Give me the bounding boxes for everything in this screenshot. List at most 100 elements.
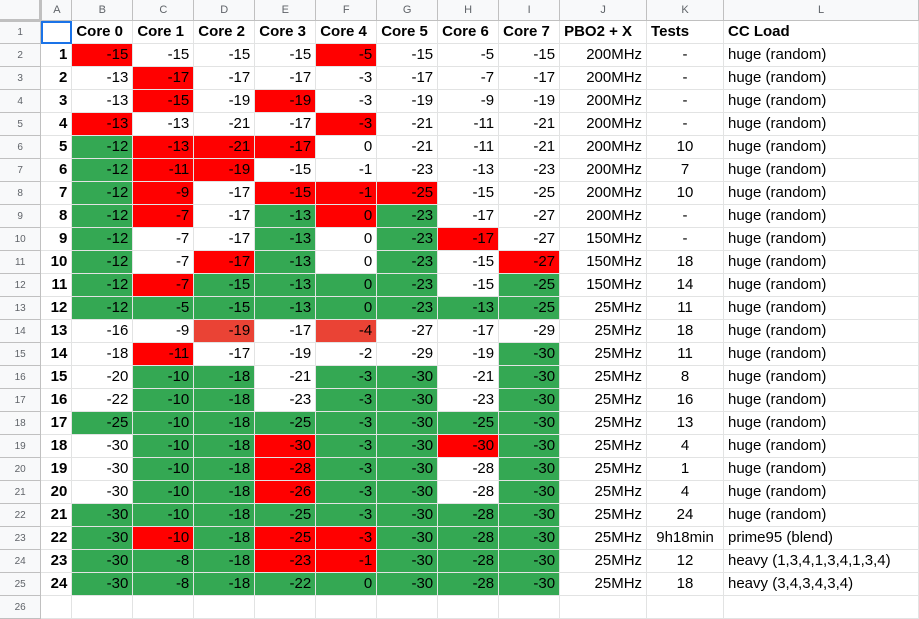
data-cell[interactable]: 6 [40, 158, 73, 182]
data-cell[interactable]: huge (random) [723, 503, 919, 527]
data-cell[interactable]: -3 [315, 503, 378, 527]
data-cell[interactable]: 200MHz [559, 135, 648, 159]
data-cell[interactable]: -11 [437, 112, 500, 136]
row-header[interactable]: 12 [0, 273, 42, 297]
data-cell[interactable]: huge (random) [723, 66, 919, 90]
data-cell[interactable]: -30 [376, 457, 439, 481]
data-cell[interactable]: 24 [40, 572, 73, 596]
data-cell[interactable]: -13 [71, 89, 134, 113]
data-cell[interactable]: -25 [254, 503, 317, 527]
data-cell[interactable]: -18 [193, 457, 256, 481]
data-cell[interactable]: -3 [315, 365, 378, 389]
data-cell[interactable]: -15 [376, 43, 439, 67]
data-cell[interactable]: -8 [132, 549, 195, 573]
data-cell[interactable]: 10 [646, 135, 724, 159]
data-cell[interactable]: -22 [71, 388, 134, 412]
data-cell[interactable]: 19 [40, 457, 73, 481]
data-cell[interactable]: 200MHz [559, 181, 648, 205]
data-cell[interactable]: -15 [437, 250, 500, 274]
data-cell[interactable]: -18 [193, 411, 256, 435]
data-cell[interactable]: -12 [71, 250, 134, 274]
data-cell[interactable]: -30 [376, 549, 439, 573]
data-cell[interactable]: 0 [315, 250, 378, 274]
data-cell[interactable] [498, 595, 561, 619]
data-cell[interactable]: -28 [437, 457, 500, 481]
data-cell[interactable]: -7 [132, 250, 195, 274]
data-cell[interactable]: 25MHz [559, 319, 648, 343]
row-header[interactable]: 13 [0, 296, 42, 320]
data-cell[interactable]: -29 [498, 319, 561, 343]
row-header[interactable]: 23 [0, 526, 42, 550]
data-cell[interactable]: -27 [498, 250, 561, 274]
data-cell[interactable]: -12 [71, 227, 134, 251]
data-cell[interactable]: -23 [376, 273, 439, 297]
data-cell[interactable]: huge (random) [723, 43, 919, 67]
data-cell[interactable]: - [646, 112, 724, 136]
data-cell[interactable]: 200MHz [559, 112, 648, 136]
data-cell[interactable]: - [646, 204, 724, 228]
data-cell[interactable]: -23 [376, 227, 439, 251]
data-cell[interactable]: -15 [437, 181, 500, 205]
data-cell[interactable]: -25 [71, 411, 134, 435]
data-cell[interactable]: -30 [437, 434, 500, 458]
data-cell[interactable]: 11 [646, 342, 724, 366]
data-cell[interactable]: -30 [498, 434, 561, 458]
data-cell[interactable]: -19 [193, 319, 256, 343]
data-cell[interactable]: 8 [40, 204, 73, 228]
data-cell[interactable]: 25MHz [559, 434, 648, 458]
data-cell[interactable]: -10 [132, 480, 195, 504]
row-header[interactable]: 1 [0, 20, 42, 44]
data-cell[interactable]: huge (random) [723, 112, 919, 136]
data-cell[interactable]: 150MHz [559, 250, 648, 274]
data-cell[interactable]: -19 [193, 158, 256, 182]
data-cell[interactable]: 4 [646, 480, 724, 504]
data-cell[interactable]: 24 [646, 503, 724, 527]
data-cell[interactable]: -15 [193, 273, 256, 297]
data-cell[interactable]: 11 [40, 273, 73, 297]
row-header[interactable]: 20 [0, 457, 42, 481]
data-cell[interactable]: -30 [498, 572, 561, 596]
data-cell[interactable]: 200MHz [559, 66, 648, 90]
row-header[interactable]: 11 [0, 250, 42, 274]
row-header[interactable]: 3 [0, 66, 42, 90]
column-header-e[interactable]: E [254, 0, 317, 21]
data-cell[interactable]: -27 [376, 319, 439, 343]
data-cell[interactable]: 14 [646, 273, 724, 297]
data-cell[interactable]: -25 [254, 411, 317, 435]
data-cell[interactable]: 25MHz [559, 411, 648, 435]
data-cell[interactable]: -15 [193, 296, 256, 320]
data-cell[interactable]: -30 [71, 549, 134, 573]
row-header[interactable]: 18 [0, 411, 42, 435]
data-cell[interactable]: huge (random) [723, 181, 919, 205]
data-cell[interactable]: -30 [498, 503, 561, 527]
data-cell[interactable] [71, 595, 134, 619]
row-header[interactable]: 5 [0, 112, 42, 136]
data-cell[interactable]: -7 [132, 204, 195, 228]
data-cell[interactable]: - [646, 227, 724, 251]
data-cell[interactable]: -21 [498, 135, 561, 159]
data-cell[interactable]: -22 [254, 572, 317, 596]
data-cell[interactable]: 0 [315, 572, 378, 596]
data-cell[interactable]: heavy (3,4,3,4,3,4) [723, 572, 919, 596]
data-cell[interactable]: -18 [193, 434, 256, 458]
data-cell[interactable]: -30 [71, 434, 134, 458]
data-cell[interactable]: 16 [646, 388, 724, 412]
data-cell[interactable]: -13 [71, 112, 134, 136]
column-title-cell[interactable]: Core 6 [437, 20, 500, 44]
data-cell[interactable]: 18 [646, 319, 724, 343]
data-cell[interactable]: 3 [40, 89, 73, 113]
data-cell[interactable]: -7 [132, 227, 195, 251]
data-cell[interactable]: -12 [71, 296, 134, 320]
data-cell[interactable]: -19 [498, 89, 561, 113]
data-cell[interactable]: - [646, 43, 724, 67]
data-cell[interactable]: -13 [254, 227, 317, 251]
data-cell[interactable]: -23 [254, 388, 317, 412]
data-cell[interactable]: -26 [254, 480, 317, 504]
data-cell[interactable]: -30 [376, 572, 439, 596]
column-header-h[interactable]: H [437, 0, 500, 21]
data-cell[interactable]: huge (random) [723, 204, 919, 228]
column-header-i[interactable]: I [498, 0, 561, 21]
data-cell[interactable]: -18 [193, 365, 256, 389]
data-cell[interactable]: -13 [437, 158, 500, 182]
data-cell[interactable]: 25MHz [559, 549, 648, 573]
